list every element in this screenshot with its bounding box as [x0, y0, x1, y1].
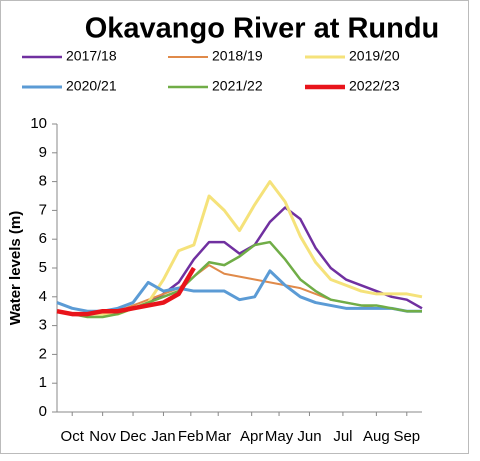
- y-tick-label: 3: [39, 317, 47, 334]
- series-line: [56, 269, 422, 313]
- y-tick-label: 0: [39, 403, 47, 420]
- y-tick-label: 10: [30, 115, 47, 132]
- x-tick-label: Aug: [363, 428, 390, 445]
- legend-label: 2022/23: [349, 78, 400, 94]
- x-tick-label: Jan: [151, 428, 175, 445]
- x-tick-label: Mar: [205, 428, 231, 445]
- y-tick-label: 2: [39, 345, 47, 362]
- x-tick-label: Oct: [61, 428, 85, 445]
- y-axis-label: Water levels (m): [7, 211, 24, 326]
- legend-label: 2017/18: [66, 48, 117, 64]
- y-tick-label: 9: [39, 144, 47, 161]
- x-tick-label: May: [265, 428, 294, 445]
- x-tick-label: Dec: [120, 428, 147, 445]
- y-tick-label: 8: [39, 173, 47, 190]
- x-tick-label: Feb: [178, 428, 204, 445]
- series-line: [56, 266, 196, 317]
- x-tick-label: Jul: [333, 428, 352, 445]
- y-tick-label: 1: [39, 374, 47, 391]
- x-tick-label: Jun: [297, 428, 321, 445]
- x-tick-label: Apr: [240, 428, 263, 445]
- legend-label: 2021/22: [212, 78, 263, 94]
- series-line: [56, 240, 422, 319]
- series-line: [56, 180, 423, 316]
- y-tick-label: 5: [39, 259, 47, 276]
- y-tick-label: 7: [39, 201, 47, 218]
- y-tick-label: 6: [39, 230, 47, 247]
- legend-label: 2020/21: [66, 78, 117, 94]
- series-line: [56, 264, 422, 316]
- legend-label: 2019/20: [349, 48, 400, 64]
- x-tick-label: Sep: [393, 428, 420, 445]
- chart-title: Okavango River at Rundu: [85, 13, 440, 45]
- y-tick-label: 4: [39, 288, 47, 305]
- legend-label: 2018/19: [212, 48, 263, 64]
- x-tick-label: Nov: [89, 428, 116, 445]
- frame: [0, 0, 469, 454]
